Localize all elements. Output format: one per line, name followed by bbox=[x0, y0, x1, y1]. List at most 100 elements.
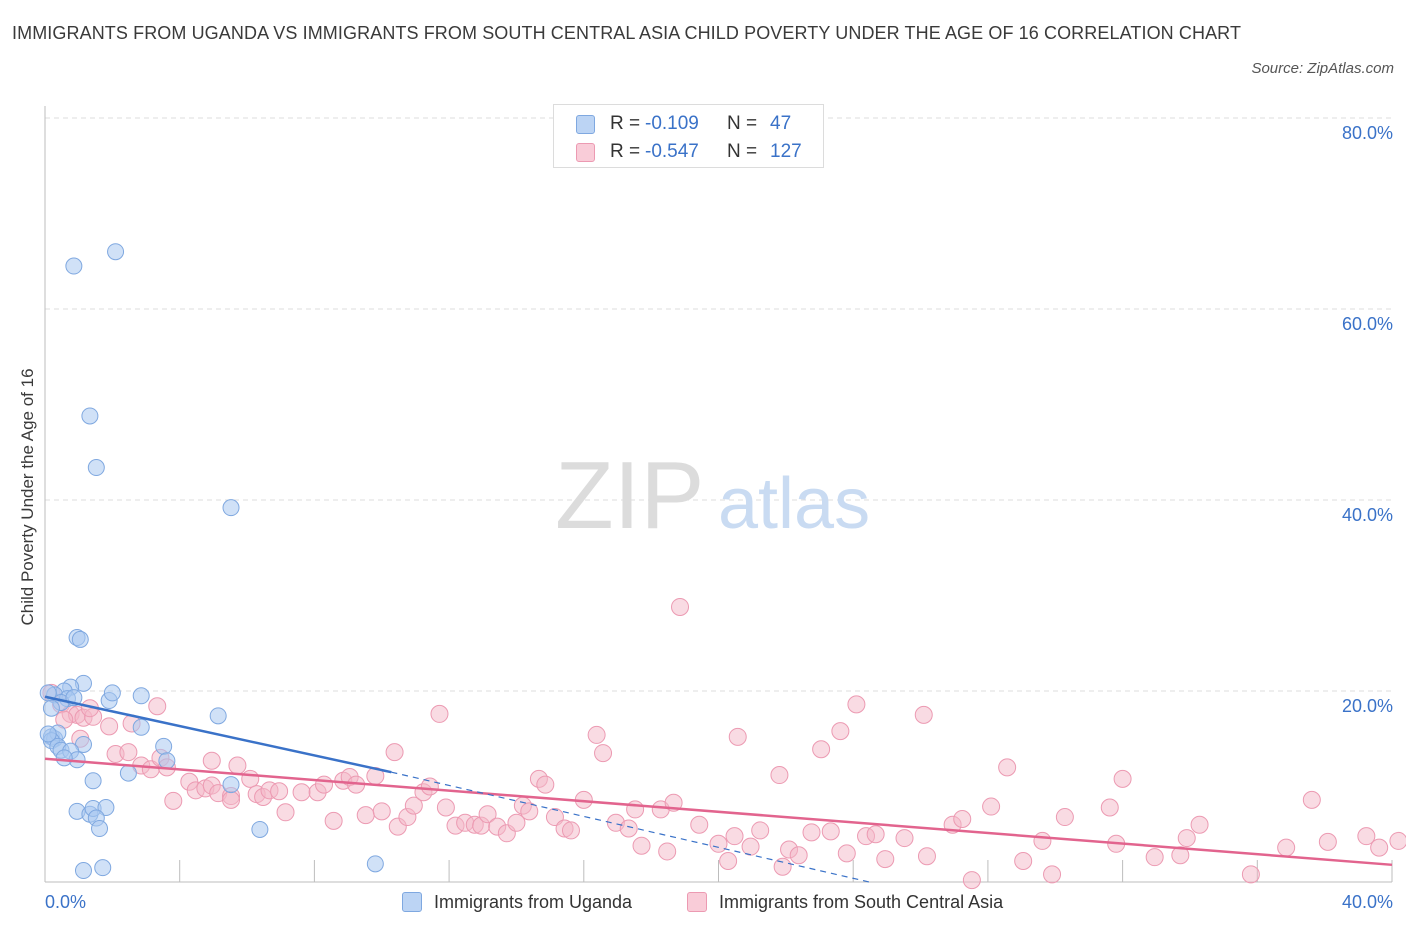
data-point-south-central-asia[interactable] bbox=[1033, 831, 1052, 850]
data-point-south-central-asia[interactable] bbox=[741, 837, 760, 856]
data-point-uganda[interactable] bbox=[87, 459, 105, 477]
data-point-uganda[interactable] bbox=[74, 862, 92, 880]
data-point-south-central-asia[interactable] bbox=[119, 743, 138, 762]
data-point-uganda[interactable] bbox=[91, 820, 109, 838]
data-point-south-central-asia[interactable] bbox=[914, 705, 933, 724]
data-point-uganda[interactable] bbox=[103, 684, 121, 702]
data-point-uganda[interactable] bbox=[132, 687, 150, 705]
data-point-south-central-asia[interactable] bbox=[315, 775, 334, 794]
data-point-south-central-asia[interactable] bbox=[222, 790, 241, 809]
data-point-south-central-asia[interactable] bbox=[917, 847, 936, 866]
data-point-south-central-asia[interactable] bbox=[812, 740, 831, 759]
data-point-south-central-asia[interactable] bbox=[148, 697, 167, 716]
data-point-south-central-asia[interactable] bbox=[1357, 827, 1376, 846]
legend-item-south-central-asia[interactable]: Immigrants from South Central Asia bbox=[687, 888, 1003, 916]
data-point-uganda[interactable] bbox=[251, 820, 269, 838]
data-point-south-central-asia[interactable] bbox=[619, 819, 638, 838]
data-point-uganda[interactable] bbox=[158, 752, 176, 770]
data-point-south-central-asia[interactable] bbox=[658, 842, 677, 861]
data-point-south-central-asia[interactable] bbox=[1171, 846, 1190, 865]
data-point-south-central-asia[interactable] bbox=[202, 751, 221, 770]
data-point-south-central-asia[interactable] bbox=[725, 827, 744, 846]
data-point-uganda[interactable] bbox=[97, 799, 115, 817]
data-point-uganda[interactable] bbox=[84, 772, 102, 790]
data-point-south-central-asia[interactable] bbox=[773, 857, 792, 876]
data-point-south-central-asia[interactable] bbox=[1318, 832, 1337, 851]
data-point-south-central-asia[interactable] bbox=[847, 695, 866, 714]
data-point-uganda[interactable] bbox=[155, 737, 173, 755]
data-point-uganda[interactable] bbox=[209, 707, 227, 725]
data-point-south-central-asia[interactable] bbox=[895, 829, 914, 848]
data-point-south-central-asia[interactable] bbox=[594, 744, 613, 763]
data-point-uganda[interactable] bbox=[81, 407, 99, 425]
data-point-uganda[interactable] bbox=[366, 855, 384, 873]
data-point-uganda[interactable] bbox=[107, 243, 125, 261]
data-point-south-central-asia[interactable] bbox=[587, 725, 606, 744]
data-point-south-central-asia[interactable] bbox=[270, 782, 289, 801]
data-point-south-central-asia[interactable] bbox=[728, 727, 747, 746]
data-point-south-central-asia[interactable] bbox=[561, 821, 580, 840]
data-point-south-central-asia[interactable] bbox=[536, 775, 555, 794]
data-point-south-central-asia[interactable] bbox=[831, 722, 850, 741]
data-point-south-central-asia[interactable] bbox=[998, 758, 1017, 777]
data-point-uganda[interactable] bbox=[39, 725, 57, 743]
data-point-south-central-asia[interactable] bbox=[420, 777, 439, 796]
data-point-south-central-asia[interactable] bbox=[632, 836, 651, 855]
data-point-south-central-asia[interactable] bbox=[671, 597, 690, 616]
data-point-uganda[interactable] bbox=[222, 776, 240, 794]
data-point-south-central-asia[interactable] bbox=[1177, 829, 1196, 848]
data-point-uganda[interactable] bbox=[132, 718, 150, 736]
data-point-uganda[interactable] bbox=[222, 499, 240, 517]
data-point-south-central-asia[interactable] bbox=[164, 791, 183, 810]
data-point-south-central-asia[interactable] bbox=[430, 704, 449, 723]
data-point-south-central-asia[interactable] bbox=[953, 809, 972, 828]
data-point-south-central-asia[interactable] bbox=[404, 796, 423, 815]
data-point-south-central-asia[interactable] bbox=[276, 803, 295, 822]
data-point-south-central-asia[interactable] bbox=[478, 805, 497, 824]
data-point-south-central-asia[interactable] bbox=[228, 756, 247, 775]
data-point-south-central-asia[interactable] bbox=[520, 802, 539, 821]
data-point-south-central-asia[interactable] bbox=[821, 822, 840, 841]
data-point-south-central-asia[interactable] bbox=[876, 850, 895, 869]
data-point-uganda[interactable] bbox=[55, 749, 73, 767]
data-point-south-central-asia[interactable] bbox=[866, 825, 885, 844]
data-point-south-central-asia[interactable] bbox=[802, 823, 821, 842]
data-point-south-central-asia[interactable] bbox=[1145, 848, 1164, 867]
data-point-uganda[interactable] bbox=[94, 859, 112, 877]
data-point-south-central-asia[interactable] bbox=[1043, 865, 1062, 884]
data-point-uganda[interactable] bbox=[42, 699, 60, 717]
data-point-south-central-asia[interactable] bbox=[372, 802, 391, 821]
data-point-south-central-asia[interactable] bbox=[1014, 851, 1033, 870]
data-point-south-central-asia[interactable] bbox=[770, 766, 789, 785]
legend-item-uganda[interactable]: Immigrants from Uganda bbox=[402, 888, 632, 916]
data-point-south-central-asia[interactable] bbox=[324, 811, 343, 830]
data-point-south-central-asia[interactable] bbox=[1100, 798, 1119, 817]
data-point-south-central-asia[interactable] bbox=[1241, 865, 1260, 884]
data-point-south-central-asia[interactable] bbox=[100, 717, 119, 736]
data-point-south-central-asia[interactable] bbox=[1389, 831, 1406, 850]
data-point-south-central-asia[interactable] bbox=[241, 769, 260, 788]
data-point-uganda[interactable] bbox=[65, 257, 83, 275]
data-point-south-central-asia[interactable] bbox=[1190, 815, 1209, 834]
data-point-south-central-asia[interactable] bbox=[626, 800, 645, 819]
data-point-south-central-asia[interactable] bbox=[751, 821, 770, 840]
data-point-south-central-asia[interactable] bbox=[436, 798, 455, 817]
data-point-south-central-asia[interactable] bbox=[690, 815, 709, 834]
data-point-south-central-asia[interactable] bbox=[1370, 838, 1389, 857]
data-point-south-central-asia[interactable] bbox=[1302, 790, 1321, 809]
data-point-south-central-asia[interactable] bbox=[789, 846, 808, 865]
data-point-south-central-asia[interactable] bbox=[1113, 769, 1132, 788]
data-point-south-central-asia[interactable] bbox=[385, 743, 404, 762]
data-point-uganda[interactable] bbox=[119, 764, 137, 782]
data-point-south-central-asia[interactable] bbox=[962, 871, 981, 890]
data-point-south-central-asia[interactable] bbox=[837, 844, 856, 863]
data-point-south-central-asia[interactable] bbox=[1055, 808, 1074, 827]
data-point-south-central-asia[interactable] bbox=[507, 813, 526, 832]
data-point-south-central-asia[interactable] bbox=[1277, 838, 1296, 857]
data-point-south-central-asia[interactable] bbox=[356, 806, 375, 825]
data-point-south-central-asia[interactable] bbox=[292, 783, 311, 802]
data-point-south-central-asia[interactable] bbox=[982, 797, 1001, 816]
data-point-south-central-asia[interactable] bbox=[709, 834, 728, 853]
data-point-south-central-asia[interactable] bbox=[719, 851, 738, 870]
data-point-uganda[interactable] bbox=[71, 630, 89, 648]
